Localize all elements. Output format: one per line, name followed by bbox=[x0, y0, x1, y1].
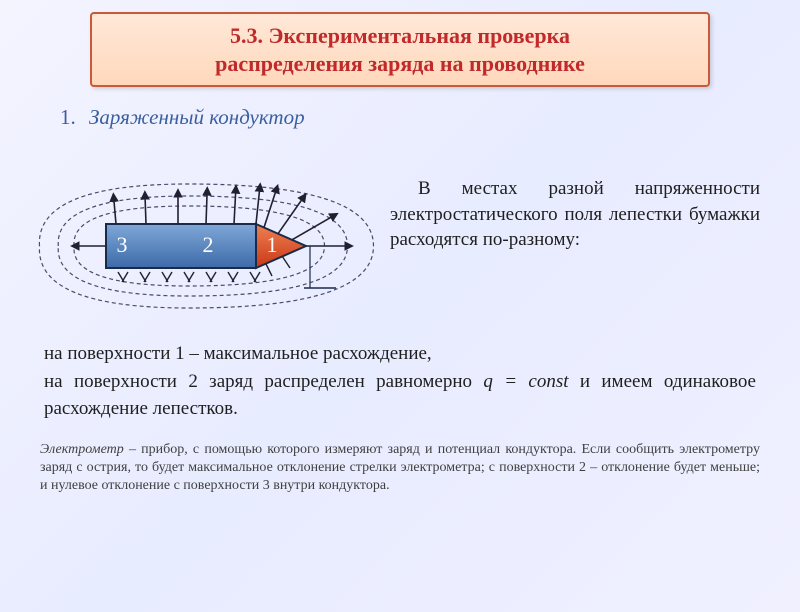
subsection-heading: 1. Заряженный кондуктор bbox=[60, 105, 800, 130]
subsection-text: Заряженный кондуктор bbox=[89, 105, 305, 129]
diagram-column: 3 2 1 bbox=[0, 136, 380, 334]
right-paragraph: В местах разной напряженности электроста… bbox=[390, 176, 760, 253]
section-title-line1: 5.3. Экспериментальная проверка bbox=[108, 22, 692, 50]
lower-line-2: на поверхности 2 заряд распределен равно… bbox=[44, 368, 756, 423]
svg-text:2: 2 bbox=[203, 232, 214, 257]
subsection-number: 1. bbox=[60, 105, 76, 129]
footnote-electrometer: Электрометр – прибор, с помощью которого… bbox=[40, 441, 760, 496]
svg-text:1: 1 bbox=[267, 232, 278, 257]
section-title-line2: распределения заряда на проводнике bbox=[108, 50, 692, 78]
section-title-box: 5.3. Экспериментальная проверка распреде… bbox=[90, 12, 710, 87]
lower-line-1: на поверхности 1 – максимальное расхожде… bbox=[44, 340, 756, 368]
footnote-text: – прибор, с помощью которого измеряют за… bbox=[40, 442, 760, 493]
lower-description: на поверхности 1 – максимальное расхожде… bbox=[44, 340, 756, 423]
content-row: 3 2 1 В местах разной напряженности электр… bbox=[0, 136, 800, 334]
conductor-diagram: 3 2 1 bbox=[36, 144, 376, 334]
svg-text:3: 3 bbox=[117, 232, 128, 257]
formula-q-const: q = const bbox=[483, 371, 568, 392]
footnote-term: Электрометр bbox=[40, 442, 124, 457]
text-column: В местах разной напряженности электроста… bbox=[380, 136, 800, 334]
